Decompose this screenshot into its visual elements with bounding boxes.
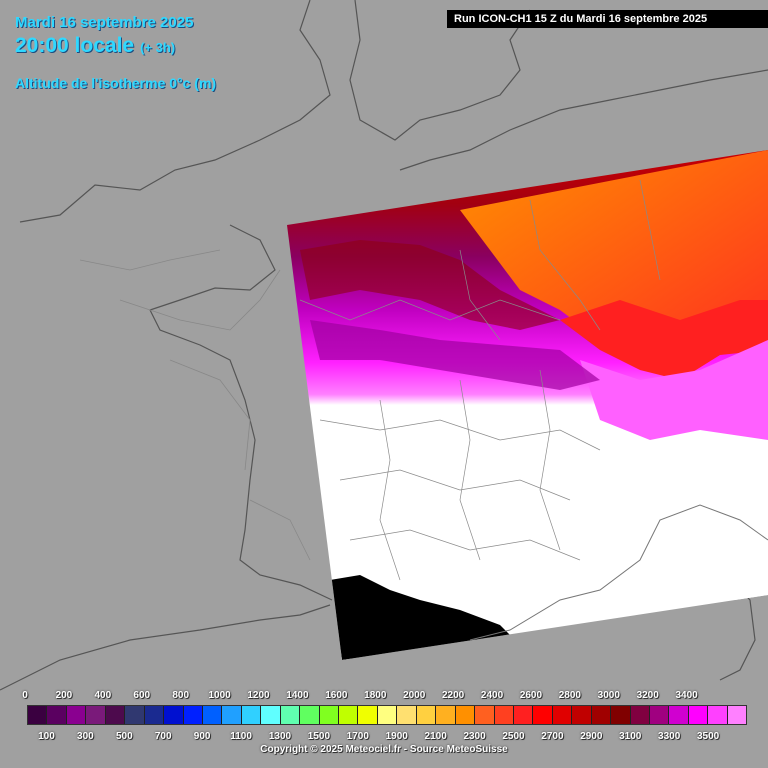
legend-label: 3000 [597,690,620,701]
legend-label: 2800 [558,690,581,701]
legend-swatch [28,706,48,724]
run-info-box: Run ICON-CH1 15 Z du Mardi 16 septembre … [447,10,768,28]
legend-swatch [202,706,223,724]
legend-label: 600 [133,690,151,701]
legend-swatch [475,706,495,724]
legend-label: 2500 [502,731,525,742]
legend-swatch [688,706,709,724]
copyright-text: Copyright © 2025 Meteociel.fr - Source M… [260,744,508,755]
legend-swatch [630,706,650,724]
legend-label: 1300 [268,731,292,742]
border-layer [79,249,311,561]
legend-swatch [397,706,417,724]
legend-label: 1600 [325,690,348,701]
legend-swatch [455,706,476,724]
legend-swatch [339,706,359,724]
isotherm-field [287,150,768,660]
parameter-title: Altitude de l'isotherme 0°c (m) [15,75,217,91]
legend-top-labels: 0 200 400 600 800 1000 1200 1400 1600 1800 2000 220… [0,690,768,704]
forecast-time: 20:00 locale (+ 3h) [15,34,175,58]
legend-swatch [222,706,242,724]
legend-swatch [144,706,165,724]
legend-label: 2200 [441,690,465,701]
legend-swatch [105,706,126,724]
legend-swatch [358,706,378,724]
color-scale-legend [27,705,747,725]
legend-label: 900 [193,731,211,742]
legend-label: 3400 [675,690,698,701]
legend-label: 1000 [208,690,231,701]
legend-swatch [533,706,553,724]
legend-label: 2600 [519,690,543,701]
region-borders [299,179,661,581]
legend-label: 3100 [619,731,642,742]
legend-label: 500 [115,731,133,742]
legend-swatch [727,706,747,724]
legend-swatch [708,706,728,724]
legend-swatch [669,706,689,724]
legend-label: 2100 [424,731,447,742]
legend-label: 3500 [696,731,720,742]
legend-label: 400 [94,690,112,701]
legend-label: 1700 [346,731,369,742]
legend-swatch [47,706,67,724]
forecast-date: Mardi 16 septembre 2025 [15,14,194,31]
legend-swatch [86,706,106,724]
legend-label: 1200 [247,690,270,701]
legend-swatch [494,706,514,724]
legend-swatch [572,706,592,724]
legend-swatch [66,706,87,724]
forecast-offset: (+ 3h) [140,40,176,55]
legend-label: 800 [172,690,190,701]
legend-swatch [650,706,670,724]
legend-label: 300 [77,731,94,742]
legend-swatch [436,706,456,724]
legend-label: 1500 [307,731,331,742]
legend-swatch [241,706,262,724]
legend-label: 2700 [541,731,564,742]
legend-swatch [416,706,437,724]
legend-swatch [300,706,320,724]
legend-label: 2400 [480,690,504,701]
legend-label: 100 [38,731,55,742]
legend-label: 3300 [658,731,681,742]
legend-label: 1800 [364,690,387,701]
legend-swatch [164,706,184,724]
legend-label: 3200 [636,690,659,701]
legend-bottom-labels: 100 300 500 700 900 1100 1300 1500 1700 1900 2100 2… [0,731,768,745]
legend-label: 1100 [230,731,252,742]
legend-swatch [125,706,145,724]
legend-label: 2900 [580,731,603,742]
legend-swatch [261,706,281,724]
legend-swatch [377,706,398,724]
forecast-time-label: 20:00 locale [15,34,135,57]
legend-swatch [591,706,612,724]
legend-label: 2000 [403,690,426,701]
legend-swatch [552,706,573,724]
legend-label: 0 [22,690,28,701]
legend-label: 700 [154,731,172,742]
legend-swatch [319,706,339,724]
legend-label: 200 [55,690,73,701]
legend-swatch [611,706,631,724]
legend-label: 1900 [385,731,408,742]
legend-label: 2300 [463,731,486,742]
legend-label: 1400 [286,690,309,701]
legend-swatch [183,706,203,724]
coast-overlay [469,504,768,641]
legend-swatch [280,706,301,724]
legend-swatch [513,706,534,724]
